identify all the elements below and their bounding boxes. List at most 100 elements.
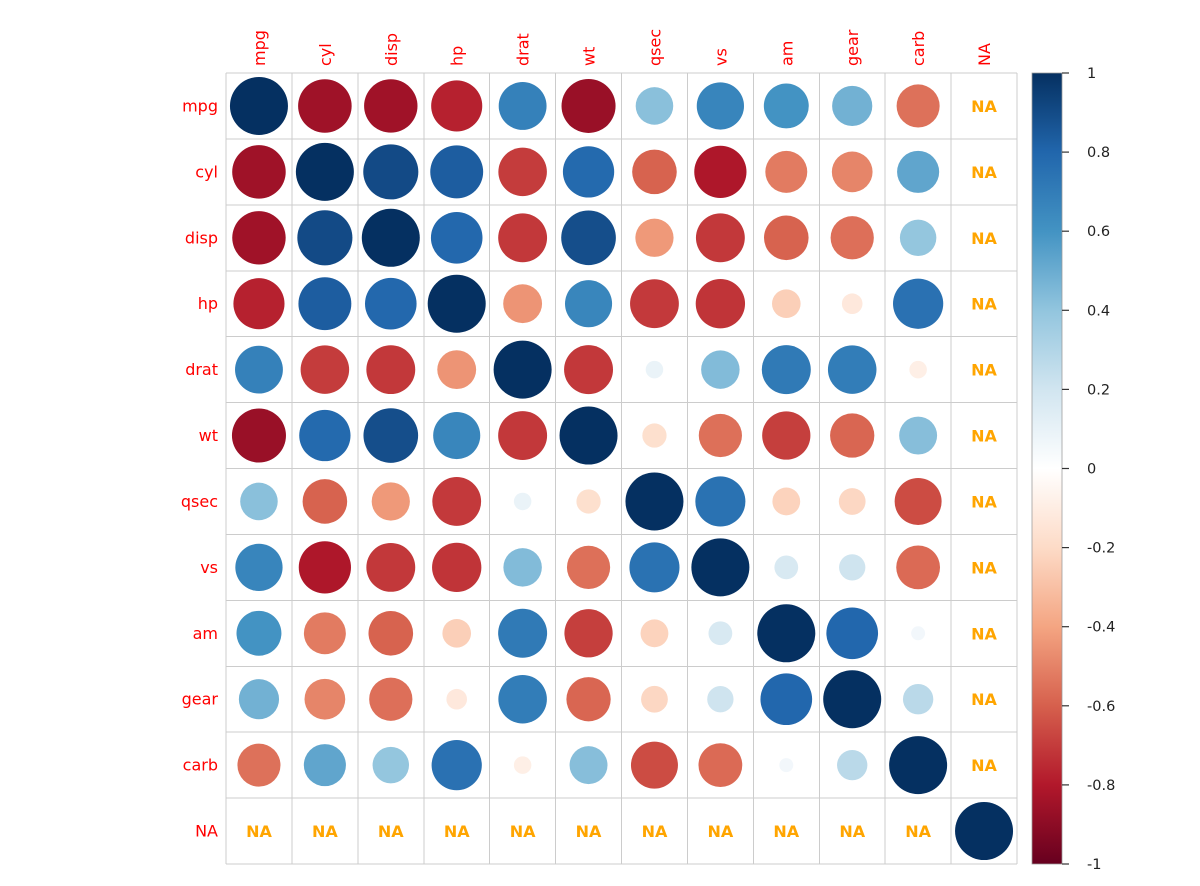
corr-circle-cyl-drat [498,147,547,197]
na-value-wt-na: NA [971,427,997,446]
corr-circle-carb-qsec [630,741,678,789]
corr-circle-drat-am [761,345,811,395]
corr-circle-vs-carb [896,545,941,590]
corr-circle-gear-hp [446,688,468,710]
corr-circle-wt-vs [698,413,742,458]
corr-circle-qsec-drat [513,492,532,511]
corr-circle-mpg-mpg [229,76,288,135]
corr-circle-gear-mpg [238,679,280,720]
corr-circle-hp-disp [364,277,417,330]
col-label-vs: vs [711,48,730,66]
corr-circle-wt-carb [899,416,938,455]
corr-circle-hp-gear [841,293,863,315]
na-value-am-na: NA [971,624,997,643]
corr-circle-disp-drat [498,213,548,263]
corr-circle-drat-mpg [235,345,283,394]
colorbar-ticks: 1 0.8 0.6 0.4 0.2 0 -0.2 -0.4 -0.6 -0.8 -1 [1062,66,1115,873]
corr-circle-hp-mpg [233,278,285,330]
colorbar-tick-label: 1 [1087,66,1096,82]
corr-circle-drat-gear [827,345,877,394]
corr-circle-vs-vs [691,538,750,597]
corr-circle-hp-drat [503,284,543,324]
colorbar-tick-label: -0.8 [1087,778,1115,794]
corr-circle-wt-gear [830,413,875,458]
corr-circle-vs-mpg [235,543,283,592]
corr-circle-hp-wt [564,280,613,328]
na-value-disp-na: NA [971,229,997,248]
corr-circle-am-drat [498,608,548,658]
corr-circle-vs-hp [432,542,482,593]
corr-circle-disp-mpg [232,211,286,265]
na-value-cyl-na: NA [971,163,997,182]
corr-circle-drat-cyl [300,345,350,394]
corr-circle-drat-carb [909,360,927,379]
corr-circle-vs-disp [366,542,416,592]
corr-circle-am-carb [911,626,926,641]
na-value-vs-na: NA [971,558,997,577]
na-value-na-hp: NA [444,822,470,841]
corr-circle-vs-drat [503,548,542,587]
corr-circle-wt-mpg [231,408,286,463]
corr-circle-hp-am [771,289,801,319]
colorbar-tick-label: -1 [1087,857,1101,873]
na-value-mpg-na: NA [971,97,997,116]
na-value-na-qsec: NA [642,822,668,841]
corr-circle-hp-carb [893,278,944,329]
corr-circle-qsec-am [772,487,801,516]
col-label-qsec: qsec [645,29,664,66]
corr-circle-drat-hp [437,350,477,390]
colorbar-tick-label: 0 [1087,462,1096,478]
corr-circle-vs-cyl [298,541,351,594]
corr-circle-mpg-am [763,83,809,129]
corr-circle-vs-am [774,555,799,580]
corr-circle-cyl-vs [694,145,747,198]
corr-circle-cyl-carb [897,150,940,193]
col-label-mpg: mpg [250,30,269,66]
row-label-vs: vs [200,558,218,577]
corr-circle-mpg-hp [431,80,483,132]
corr-circle-hp-cyl [298,277,352,331]
corr-circle-cyl-cyl [295,142,354,201]
corr-circle-mpg-disp [364,79,418,133]
col-label-cyl: cyl [316,43,335,66]
corr-circle-disp-qsec [635,218,674,257]
corr-circle-gear-carb [902,684,934,715]
corr-circle-mpg-qsec [635,87,674,125]
corr-circle-vs-wt [566,545,611,589]
corr-circle-qsec-mpg [240,482,278,521]
row-label-na: NA [195,822,218,841]
col-label-gear: gear [843,29,862,66]
col-label-wt: wt [580,47,599,66]
na-value-na-disp: NA [378,822,404,841]
colorbar-tick-label: 0.8 [1087,145,1110,161]
corr-circle-carb-cyl [303,744,346,787]
corr-circle-carb-drat [513,756,532,774]
corr-circle-disp-vs [695,213,745,263]
corr-circle-disp-carb [899,219,937,257]
corr-circle-am-am [757,604,816,663]
corr-circle-am-gear [826,607,879,660]
colorbar-tick-label: -0.2 [1087,541,1115,557]
colorbar-bar [1031,72,1063,865]
na-value-na-vs: NA [707,822,733,841]
corr-circle-carb-disp [372,746,410,784]
corr-circle-wt-qsec [642,423,667,448]
row-label-carb: carb [183,756,218,775]
row-label-hp: hp [198,294,218,313]
corr-circle-disp-disp [361,208,420,267]
corr-circle-mpg-cyl [298,79,352,133]
corr-circle-am-cyl [303,612,346,655]
na-value-na-cyl: NA [312,822,338,841]
corr-circle-wt-hp [433,411,481,460]
colorbar-tick-label: 0.6 [1087,224,1110,240]
column-labels: mpg cyl disp hp drat wt qsec vs am gear carb NA [250,29,994,66]
na-value-hp-na: NA [971,295,997,314]
corr-circle-wt-drat [498,411,548,461]
corr-circle-qsec-carb [894,477,942,525]
corr-circle-wt-wt [559,406,618,465]
corr-circle-mpg-gear [832,85,873,127]
corr-circle-wt-cyl [299,409,351,462]
col-label-na: NA [975,43,994,66]
corr-circle-carb-hp [431,740,482,791]
